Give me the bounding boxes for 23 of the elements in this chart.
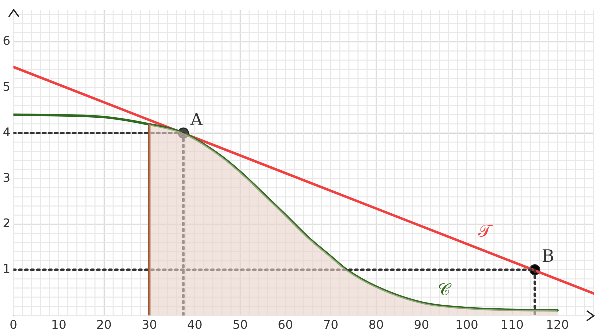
x-tick-label: 90	[414, 318, 430, 332]
y-tick-label: 6	[2, 34, 11, 48]
x-tick-label: 60	[278, 318, 294, 332]
x-tick-label: 100	[456, 318, 478, 332]
x-tick-label: 80	[368, 318, 384, 332]
x-tick-label: 40	[187, 318, 203, 332]
x-tick-label: 0	[10, 318, 18, 332]
x-tick-label: 120	[546, 318, 570, 332]
y-tick-label: 1	[2, 262, 11, 276]
x-tick-label: 20	[96, 318, 112, 332]
y-tick-label: 2	[2, 216, 11, 231]
y-tick-label: 5	[2, 80, 11, 94]
x-tick-label: 10	[51, 318, 67, 332]
y-tick-label: 4	[2, 125, 11, 140]
annotation: 𝒯	[478, 222, 494, 242]
y-tick-label: 3	[2, 170, 11, 185]
x-tick-label: 70	[323, 318, 339, 332]
x-tick-label: 30	[142, 318, 158, 332]
x-tick-label: 110	[500, 318, 524, 332]
annotation: 𝒞	[438, 280, 452, 300]
annotation: A	[190, 110, 204, 130]
annotation: B	[542, 247, 555, 268]
x-tick-label: 50	[232, 318, 248, 332]
